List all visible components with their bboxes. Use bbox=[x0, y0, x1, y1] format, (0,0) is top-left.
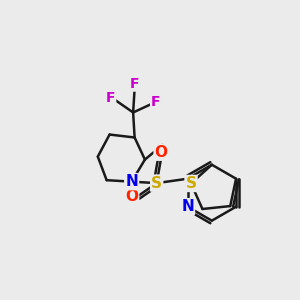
Text: F: F bbox=[151, 95, 160, 109]
Text: O: O bbox=[154, 145, 168, 160]
Text: S: S bbox=[151, 176, 162, 190]
Text: O: O bbox=[125, 189, 138, 204]
Text: N: N bbox=[181, 199, 194, 214]
Text: N: N bbox=[125, 174, 138, 189]
Text: F: F bbox=[130, 76, 140, 91]
Text: S: S bbox=[185, 176, 197, 191]
Text: F: F bbox=[106, 91, 115, 105]
